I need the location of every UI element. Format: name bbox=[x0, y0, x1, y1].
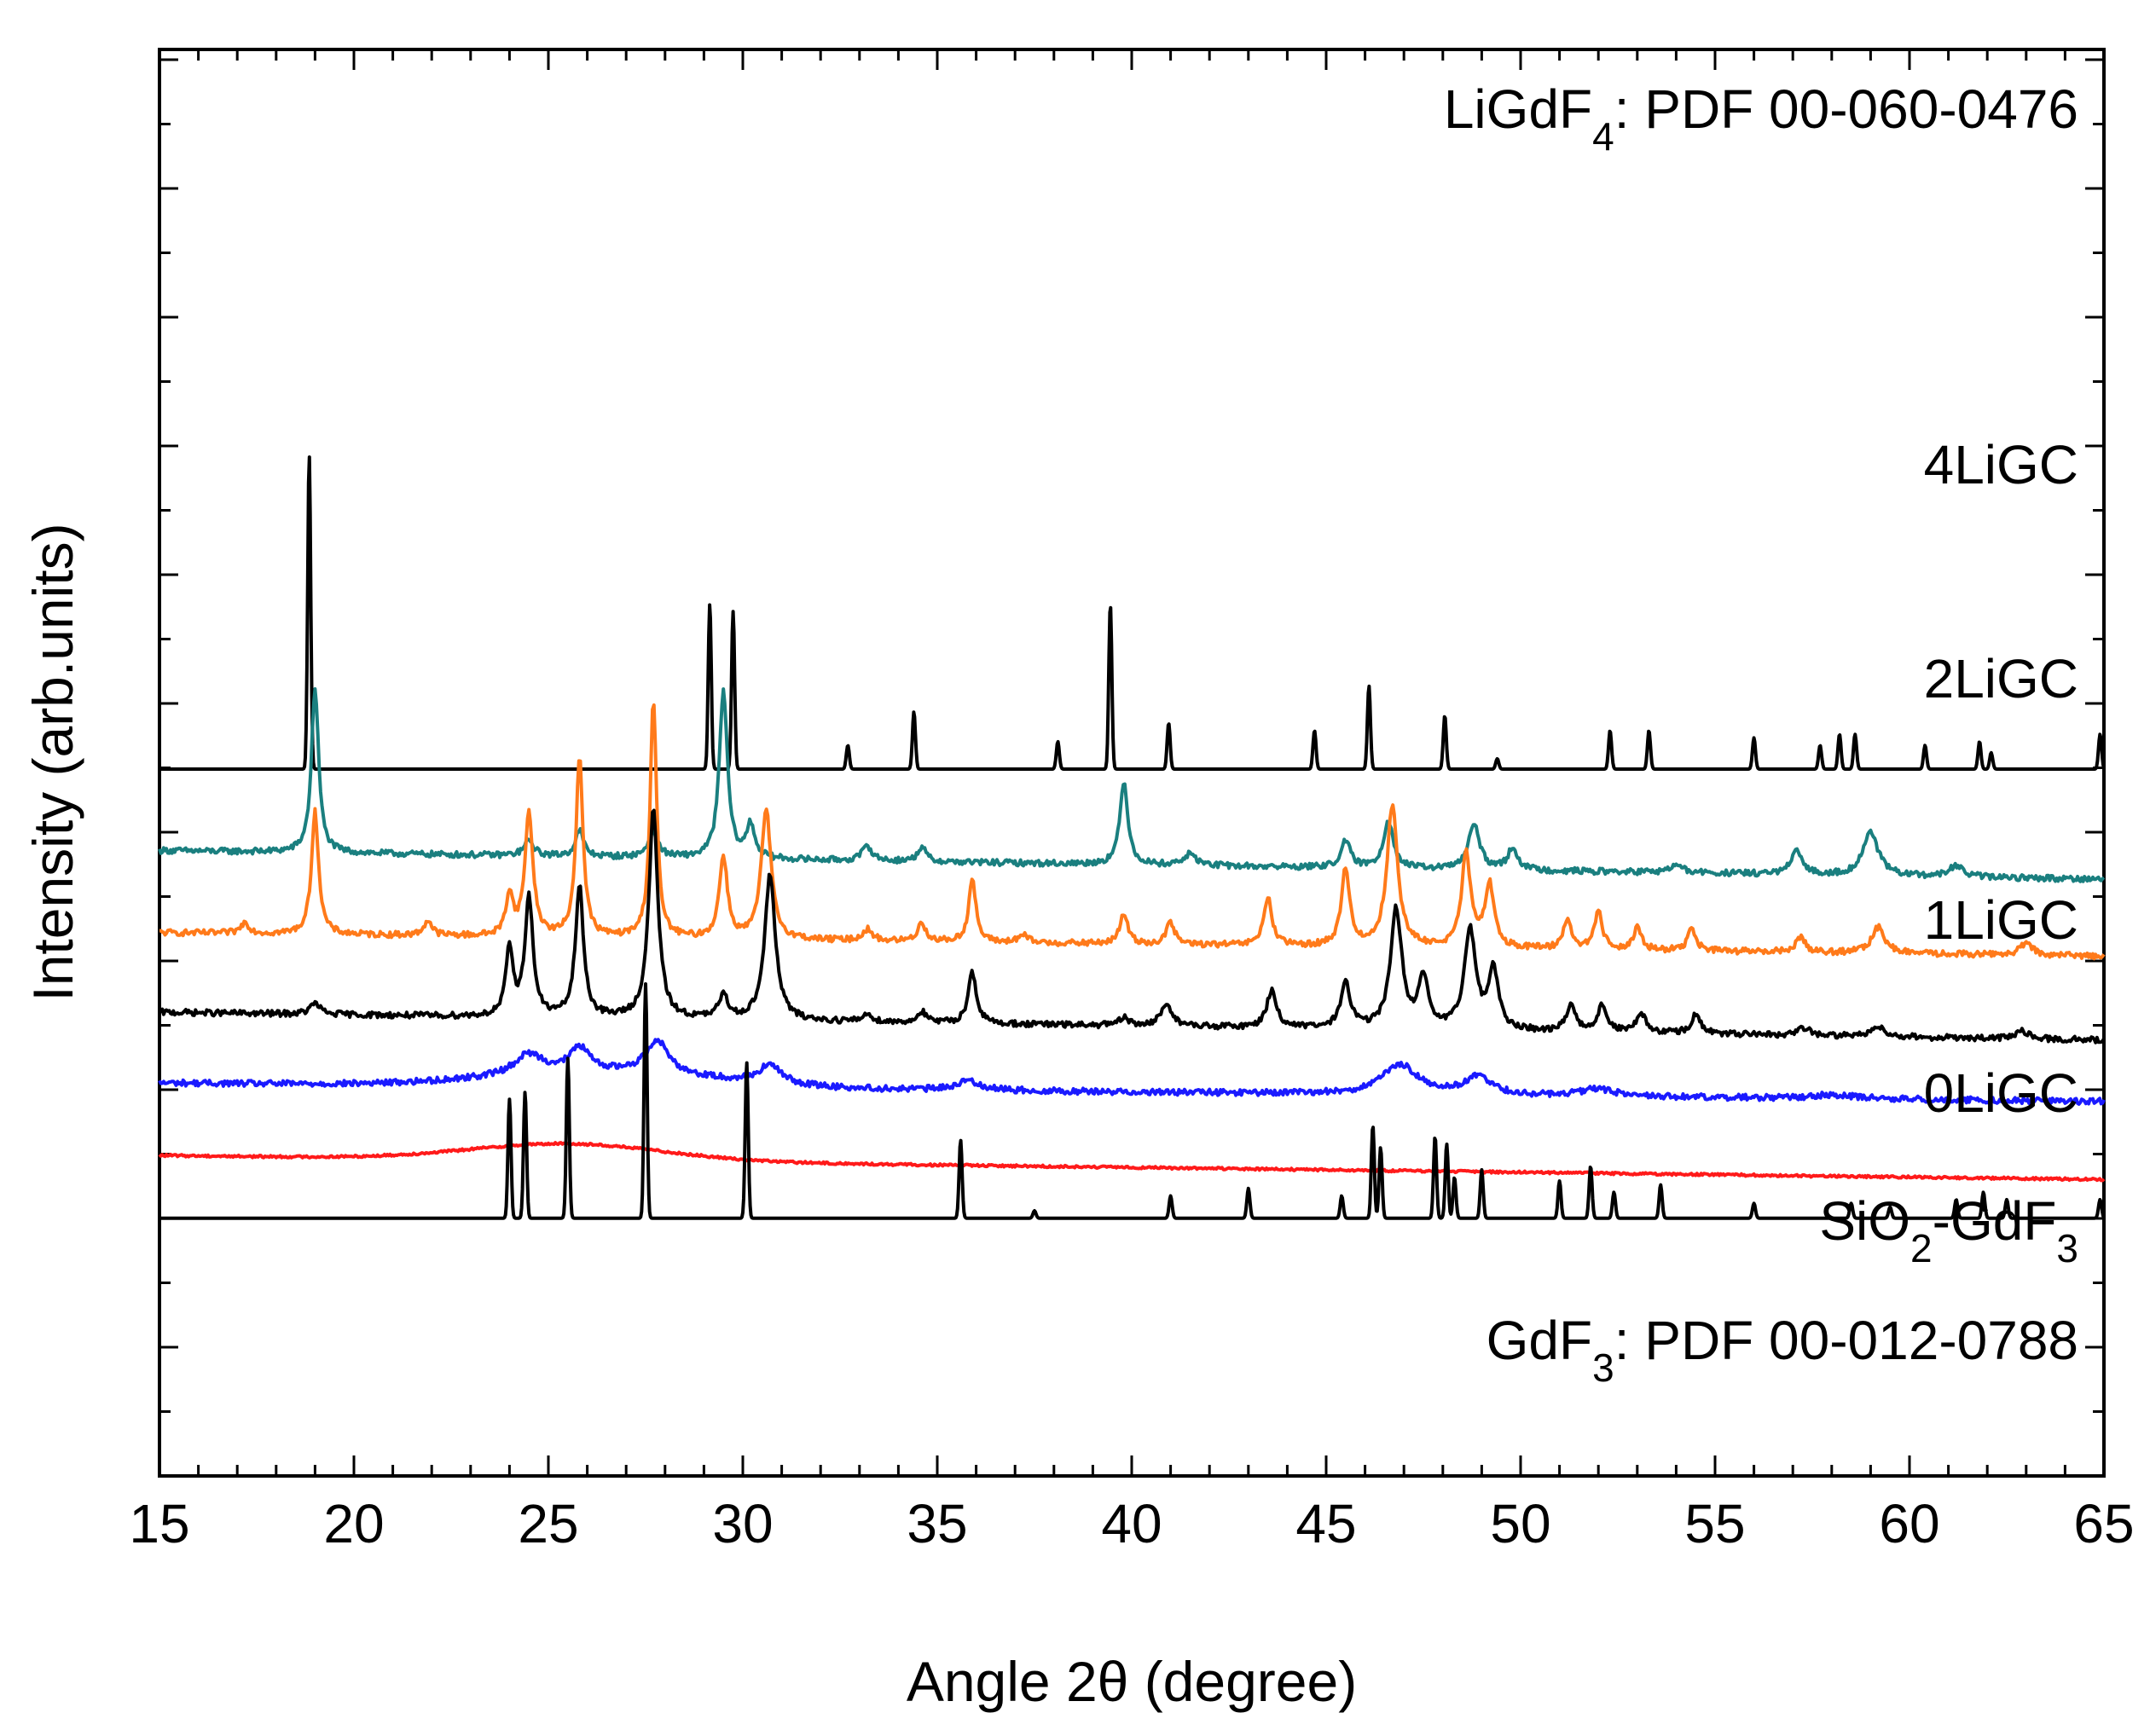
x-tick-label: 35 bbox=[907, 1493, 967, 1554]
series-label-gdf3: GdF3: PDF 00-012-0788 bbox=[1486, 1310, 2078, 1390]
x-tick-label: 25 bbox=[518, 1493, 578, 1554]
x-tick-labels: 15 20 25 30 35 40 45 50 55 60 65 bbox=[129, 1493, 2134, 1554]
series-label-ligdf4: LiGdF4: PDF 00-060-0476 bbox=[1444, 78, 2078, 159]
x-tick-label: 55 bbox=[1684, 1493, 1745, 1554]
series-line-2ligc bbox=[159, 703, 2106, 961]
series-label-sio2-gdf3: SiO2-GdF3 bbox=[1819, 1190, 2078, 1270]
series-line-ligdf4 bbox=[159, 455, 2106, 771]
series-line-sio2-gdf3 bbox=[158, 1141, 2106, 1183]
x-tick-label: 60 bbox=[1879, 1493, 1939, 1554]
series-layer bbox=[158, 455, 2106, 1220]
series-label-0ligc: 0LiGC bbox=[1924, 1062, 2078, 1124]
y-axis-title: Intensity (arb.units) bbox=[21, 523, 84, 1001]
plot-frame bbox=[158, 48, 2106, 1478]
x-axis-title: Angle 2θ (degree) bbox=[907, 1650, 1357, 1713]
series-label-2ligc: 2LiGC bbox=[1924, 648, 2078, 709]
series-label-4ligc: 4LiGC bbox=[1924, 434, 2078, 495]
x-tick-label: 50 bbox=[1490, 1493, 1550, 1554]
series-line-gdf3 bbox=[159, 982, 2106, 1220]
x-tick-label: 45 bbox=[1295, 1493, 1356, 1554]
x-tick-label: 30 bbox=[712, 1493, 773, 1554]
x-tick-label: 40 bbox=[1101, 1493, 1162, 1554]
x-tick-label: 15 bbox=[129, 1493, 189, 1554]
series-label-1ligc: 1LiGC bbox=[1924, 889, 2078, 951]
series-line-1ligc bbox=[158, 808, 2106, 1044]
x-tick-label: 20 bbox=[323, 1493, 384, 1554]
series-labels: LiGdF4: PDF 00-060-0476 4LiGC 2LiGC 1LiGC 0L… bbox=[1444, 78, 2078, 1390]
series-line-0ligc bbox=[158, 1038, 2106, 1106]
x-tick-label: 65 bbox=[2073, 1493, 2134, 1554]
axis-ticks bbox=[158, 49, 2106, 1476]
series-line-4ligc bbox=[158, 687, 2106, 883]
